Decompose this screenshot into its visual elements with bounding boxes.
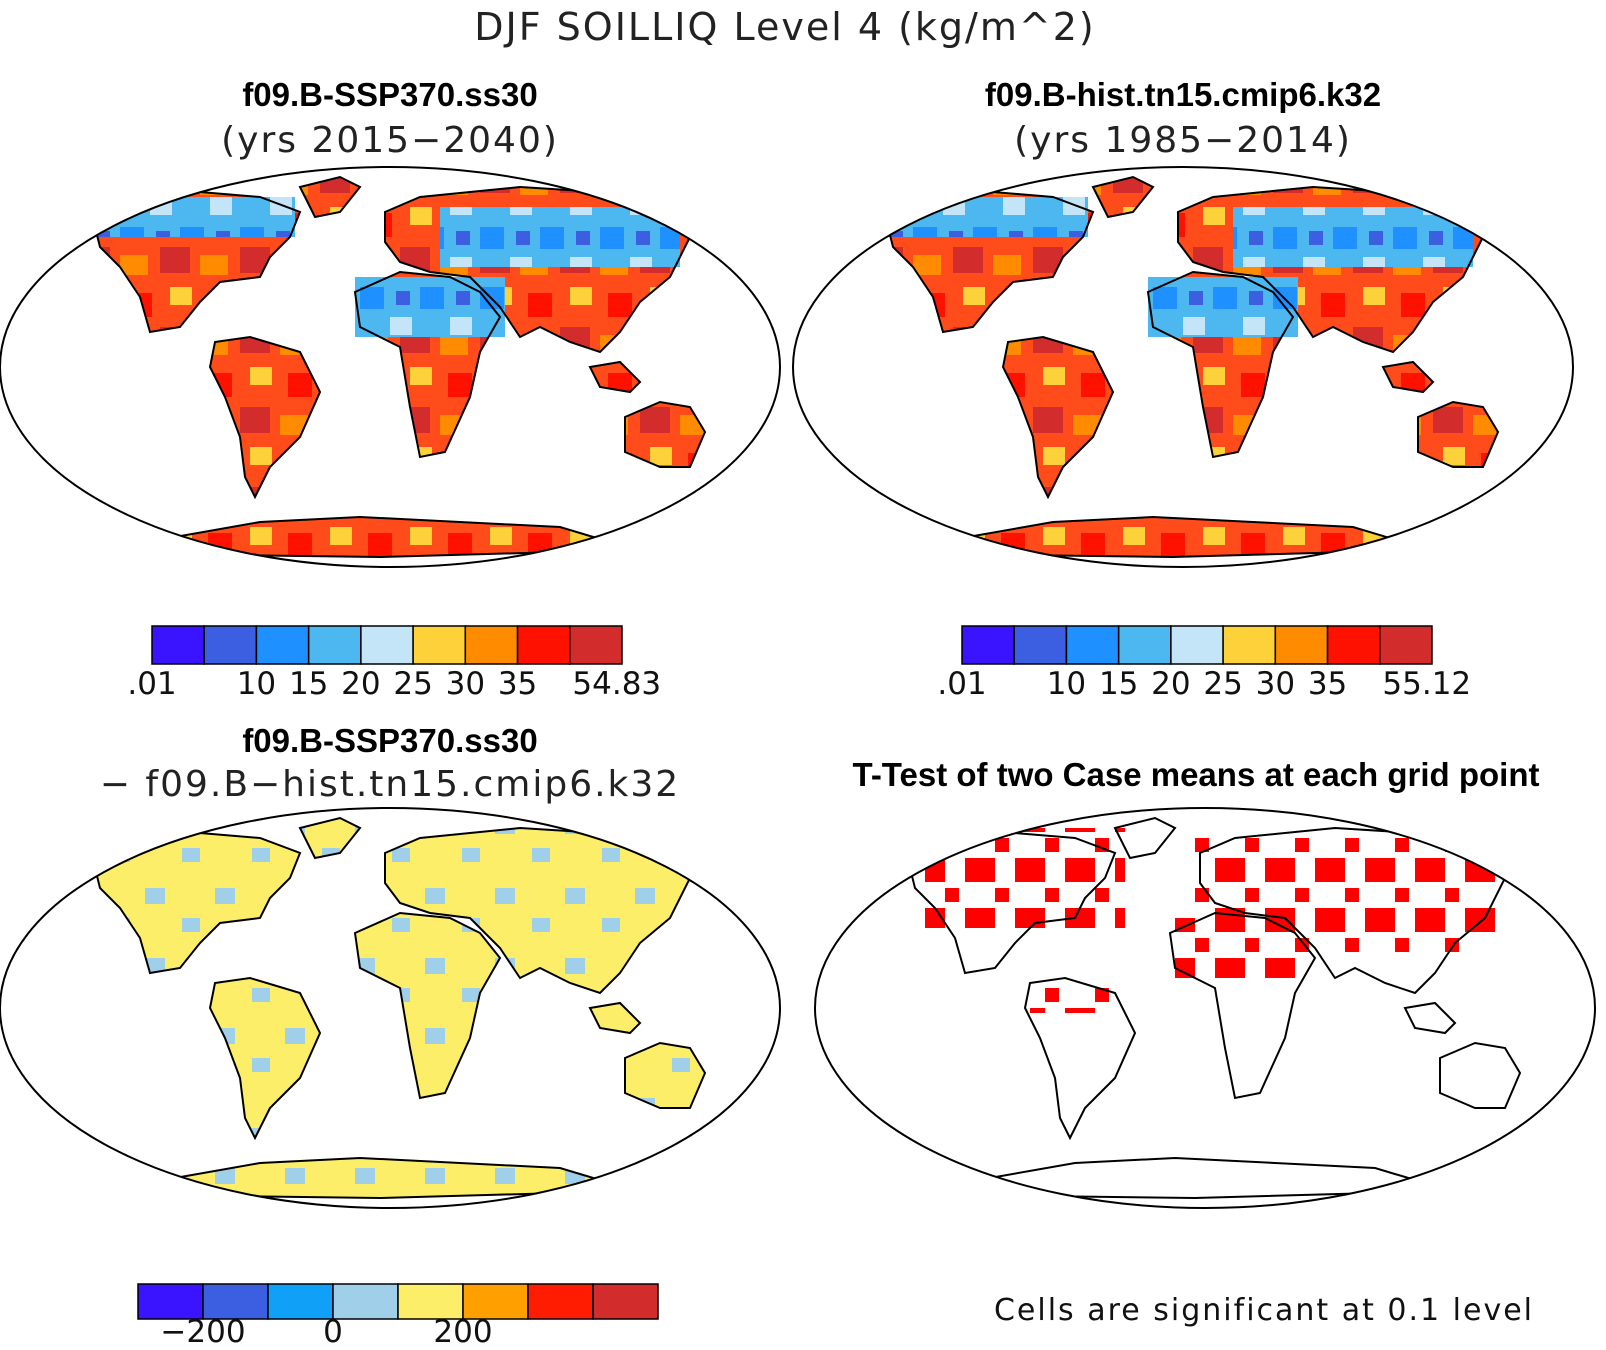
land-diff-field bbox=[95, 818, 705, 1198]
colorbar-swatch bbox=[516, 625, 571, 665]
colorbar-swatch bbox=[360, 625, 414, 665]
colorbar-swatch bbox=[1274, 625, 1329, 665]
panel-diff: f09.B-SSP370.ss30 − f09.B−hist.tn15.cmip… bbox=[0, 722, 781, 1350]
panel-case1-title: f09.B-SSP370.ss30 bbox=[242, 76, 537, 113]
colorbar-swatch bbox=[202, 1283, 269, 1320]
colorbar-tick-label: 30 bbox=[1256, 666, 1295, 702]
panel-ttest-map bbox=[814, 807, 1596, 1209]
land-field-cold-eurasia bbox=[440, 207, 680, 267]
colorbar-case1: .01 10 15 20 25 30 35 54.83 bbox=[127, 625, 661, 702]
colorbar-tick-label: 15 bbox=[289, 666, 328, 702]
map-boundary bbox=[792, 166, 1574, 568]
panel-diff-subtitle: − f09.B−hist.tn15.cmip6.k32 bbox=[100, 764, 680, 805]
colorbar-swatch bbox=[255, 625, 310, 665]
land-field-cold-na bbox=[95, 197, 295, 237]
colorbar-swatch bbox=[1222, 625, 1277, 665]
panel-case1-subtitle: (yrs 2015−2040) bbox=[221, 120, 559, 161]
colorbar-tick-label: 54.83 bbox=[572, 666, 661, 702]
panel-case1-map bbox=[0, 166, 781, 568]
colorbar-case2: .01 10 15 20 25 30 35 55.12 bbox=[937, 625, 1471, 702]
land-field-cold-eurasia bbox=[1233, 207, 1473, 267]
colorbar-tick-label: 35 bbox=[1308, 666, 1347, 702]
colorbar-swatch bbox=[1326, 625, 1381, 665]
colorbar-swatch bbox=[332, 1283, 399, 1320]
colorbar-swatch bbox=[1117, 625, 1172, 665]
significant-africa bbox=[1175, 918, 1315, 978]
colorbar-tick-label: .01 bbox=[127, 666, 176, 702]
panel-ttest-title: T-Test of two Case means at each grid po… bbox=[852, 756, 1539, 793]
colorbar-tick-label: 200 bbox=[433, 1314, 492, 1350]
colorbar-tick-label: 25 bbox=[1203, 666, 1242, 702]
panel-diff-title: f09.B-SSP370.ss30 bbox=[242, 722, 537, 759]
colorbar-swatch bbox=[464, 625, 519, 665]
colorbar-tick-label: −200 bbox=[160, 1314, 245, 1350]
map-boundary bbox=[0, 166, 781, 568]
colorbar-swatch bbox=[961, 625, 1015, 665]
colorbar-tick-label: 30 bbox=[446, 666, 485, 702]
panel-case2: f09.B-hist.tn15.cmip6.k32 (yrs 1985−2014… bbox=[792, 76, 1574, 702]
colorbar-tick-label: 35 bbox=[498, 666, 537, 702]
colorbar-swatch bbox=[592, 1283, 659, 1320]
map-boundary bbox=[814, 807, 1596, 1209]
figure-title: DJF SOILLIQ Level 4 (kg/m^2) bbox=[474, 5, 1095, 49]
panel-diff-map bbox=[0, 807, 781, 1209]
land-field-cold-africa bbox=[355, 277, 505, 337]
colorbar-swatch bbox=[569, 625, 623, 665]
colorbar-tick-label: 55.12 bbox=[1382, 666, 1471, 702]
ttest-note: Cells are significant at 0.1 level bbox=[994, 1293, 1534, 1328]
panel-case2-subtitle: (yrs 1985−2014) bbox=[1014, 120, 1352, 161]
colorbar-swatch bbox=[1170, 625, 1224, 665]
colorbar-tick-label: 15 bbox=[1099, 666, 1138, 702]
colorbar-swatch bbox=[412, 625, 467, 665]
colorbar-swatch bbox=[1013, 625, 1068, 665]
map-boundary bbox=[0, 807, 781, 1209]
colorbar-tick-label: 20 bbox=[341, 666, 380, 702]
colorbar-swatch bbox=[527, 1283, 594, 1320]
colorbar-tick-label: 10 bbox=[1047, 666, 1086, 702]
panel-case2-map bbox=[792, 166, 1574, 568]
colorbar-tick-label: 10 bbox=[237, 666, 276, 702]
colorbar-swatch bbox=[203, 625, 258, 665]
colorbar-tick-label: 20 bbox=[1151, 666, 1190, 702]
colorbar-swatch bbox=[307, 625, 362, 665]
colorbar-diff: −200 0 200 bbox=[137, 1283, 659, 1350]
colorbar-swatch bbox=[1379, 625, 1433, 665]
colorbar-swatch bbox=[1065, 625, 1120, 665]
panel-ttest: T-Test of two Case means at each grid po… bbox=[814, 756, 1596, 1328]
land-field-cold-africa bbox=[1148, 277, 1298, 337]
panel-case1: f09.B-SSP370.ss30 (yrs 2015−2040) .01 10 1… bbox=[0, 76, 781, 702]
colorbar-tick-label: 0 bbox=[323, 1314, 343, 1350]
panel-case2-title: f09.B-hist.tn15.cmip6.k32 bbox=[985, 76, 1381, 113]
land-field-cold-na bbox=[888, 197, 1088, 237]
significant-na bbox=[925, 828, 1125, 928]
colorbar-tick-label: .01 bbox=[937, 666, 986, 702]
colorbar-tick-label: 25 bbox=[393, 666, 432, 702]
colorbar-swatch bbox=[151, 625, 205, 665]
colorbar-swatch bbox=[462, 1283, 529, 1320]
